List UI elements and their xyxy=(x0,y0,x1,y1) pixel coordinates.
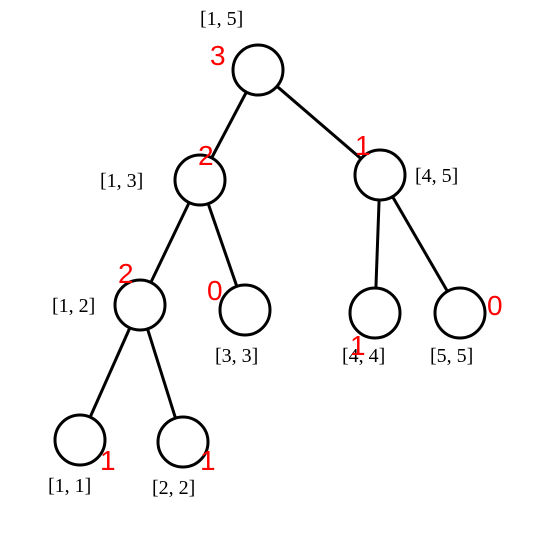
tree-edge xyxy=(393,197,448,292)
tree-edge xyxy=(147,329,175,418)
node-label: [1, 3] xyxy=(100,170,143,193)
tree-node xyxy=(233,45,283,95)
tree-edge xyxy=(212,92,247,158)
node-label: [3, 3] xyxy=(215,345,258,368)
tree-node xyxy=(55,415,105,465)
node-annotation: 0 xyxy=(487,290,503,322)
node-annotation: 1 xyxy=(355,130,371,162)
node-label: [5, 5] xyxy=(430,345,473,368)
tree-node xyxy=(435,288,485,338)
node-label: [2, 2] xyxy=(152,477,195,500)
node-annotation: 1 xyxy=(200,445,216,477)
tree-edge xyxy=(90,328,130,417)
tree-edge xyxy=(208,204,237,287)
node-annotation: 3 xyxy=(210,40,226,72)
tree-diagram xyxy=(0,0,539,543)
node-label: [4, 5] xyxy=(415,165,458,188)
node-annotation: 2 xyxy=(198,140,214,172)
node-annotation: 0 xyxy=(207,275,223,307)
node-annotation: 1 xyxy=(350,330,366,362)
node-label: [1, 1] xyxy=(48,475,91,498)
tree-edge xyxy=(376,200,379,288)
node-annotation: 2 xyxy=(118,258,134,290)
tree-edge xyxy=(277,86,361,158)
node-label: [1, 5] xyxy=(200,8,243,31)
tree-edge xyxy=(151,203,189,283)
node-label: [1, 2] xyxy=(52,295,95,318)
node-annotation: 1 xyxy=(100,445,116,477)
tree-node xyxy=(220,285,270,335)
